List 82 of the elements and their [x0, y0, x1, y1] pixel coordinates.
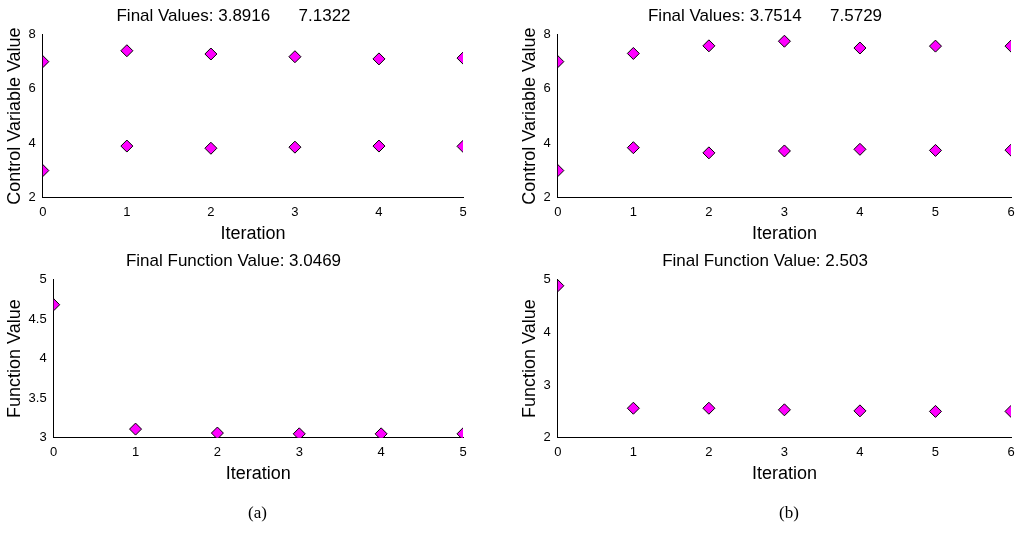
y-tick-label: 3.5	[28, 389, 47, 405]
x-tick-label: 2	[213, 444, 222, 460]
y-tick-label: 6	[28, 80, 36, 96]
x-tick-label: 2	[705, 204, 713, 220]
y-axis-title: Control Variable Value	[518, 27, 539, 205]
point	[702, 39, 716, 53]
text: (b)	[778, 503, 800, 523]
point	[120, 44, 134, 58]
x-axis-title: Iteration	[751, 463, 817, 484]
point	[374, 427, 388, 438]
x-tick-label: 3	[291, 204, 299, 220]
x-axis-title: Iteration	[220, 223, 286, 244]
text: (a)	[247, 503, 268, 523]
x-tick-label: 6	[1007, 444, 1015, 460]
y-tick-label: 4	[39, 350, 47, 366]
y-tick-label: 2	[543, 429, 551, 445]
point	[626, 141, 640, 155]
point	[129, 422, 143, 436]
point	[853, 404, 867, 418]
point	[928, 143, 942, 157]
x-tick-label: 1	[629, 444, 637, 460]
x-tick-label: 4	[856, 444, 864, 460]
point	[626, 46, 640, 60]
x-tick-label: 3	[780, 204, 789, 220]
y-tick-label: 4	[543, 134, 551, 150]
point	[928, 39, 942, 53]
x-tick-label: 1	[131, 444, 140, 460]
x-tick-label: 2	[705, 444, 713, 460]
y-axis-title: Control Variable Value	[3, 27, 24, 205]
point	[853, 41, 867, 55]
point	[702, 146, 716, 160]
x-tick-label: 0	[39, 204, 47, 220]
y-axis-title: Function Value	[518, 299, 539, 418]
y-tick-label: 4	[28, 134, 36, 150]
x-axis-title: Iteration	[225, 463, 291, 484]
y-axis-title: Function Value	[3, 299, 24, 418]
point	[292, 427, 306, 438]
x-tick-label: 3	[780, 444, 789, 460]
x-tick-label: 0	[554, 204, 562, 220]
x-tick-label: 4	[856, 204, 864, 220]
point	[777, 144, 791, 158]
point	[120, 139, 134, 153]
x-tick-label: 5	[459, 444, 467, 460]
x-tick-label: 2	[207, 204, 215, 220]
y-tick-label: 2	[543, 189, 551, 205]
y-tick-label: 5	[39, 270, 47, 286]
point	[928, 404, 942, 418]
y-tick-label: 4.5	[28, 310, 47, 326]
x-tick-label: 5	[459, 204, 467, 220]
x-tick-label: 5	[931, 204, 940, 220]
x-axis-title: Iteration	[751, 223, 817, 244]
y-tick-label: 8	[543, 25, 551, 41]
point	[204, 141, 218, 155]
y-tick-label: 2	[28, 189, 36, 205]
point	[777, 403, 791, 417]
point	[210, 426, 224, 438]
y-tick-label: 3	[39, 429, 47, 445]
chart-title: Final Values: 3.8916 7.1322	[116, 5, 351, 25]
point	[288, 50, 302, 64]
chart-title: Final Values: 3.7514 7.5729	[647, 5, 883, 25]
x-tick-label: 0	[50, 444, 58, 460]
point	[777, 34, 791, 48]
point	[626, 401, 640, 415]
x-tick-label: 5	[931, 444, 940, 460]
x-tick-label: 6	[1007, 204, 1015, 220]
y-tick-label: 3	[543, 376, 551, 392]
y-tick-label: 8	[28, 25, 36, 41]
y-tick-label: 5	[543, 270, 551, 286]
x-tick-label: 4	[375, 204, 383, 220]
x-tick-label: 0	[554, 444, 562, 460]
point	[204, 47, 218, 61]
y-tick-label: 6	[543, 80, 551, 96]
chart-title: Final Function Value: 2.503	[662, 250, 868, 270]
x-tick-label: 3	[295, 444, 303, 460]
x-tick-label: 1	[123, 204, 131, 220]
point	[288, 140, 302, 154]
point	[853, 142, 867, 156]
chart-title: Final Function Value: 3.0469	[125, 250, 342, 270]
x-tick-label: 4	[377, 444, 385, 460]
point	[702, 401, 716, 415]
x-tick-label: 1	[629, 204, 637, 220]
y-tick-label: 4	[543, 323, 551, 339]
